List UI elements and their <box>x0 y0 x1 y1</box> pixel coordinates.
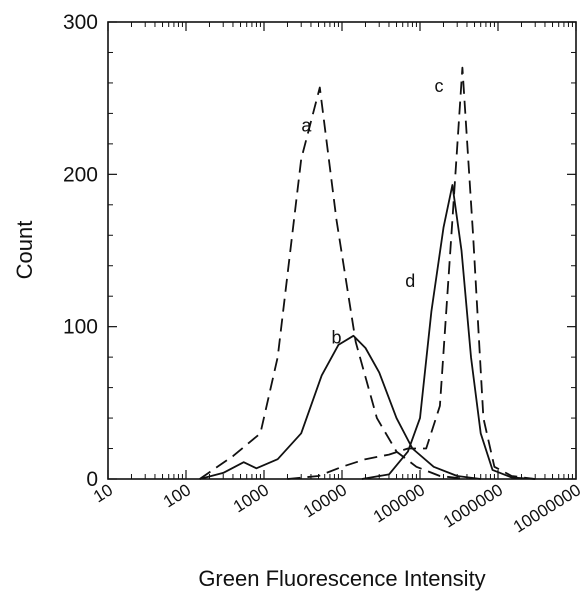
series-label-b: b <box>331 327 341 347</box>
y-tick-label: 0 <box>86 468 98 491</box>
series-label-c: c <box>434 76 443 96</box>
x-tick-label: 1000 <box>230 480 272 516</box>
series-layer <box>199 66 536 480</box>
x-axis-title: Green Fluorescence Intensity <box>198 566 485 591</box>
x-tick-label: 100000 <box>370 480 428 526</box>
x-tick-label: 10000000 <box>510 480 582 536</box>
y-tick-label: 100 <box>63 316 98 339</box>
series-line-d <box>361 184 536 480</box>
x-tick-label: 100 <box>160 480 194 511</box>
series-annotations: a b c d <box>301 76 443 347</box>
series-label-d: d <box>405 271 415 291</box>
axis-ticks <box>107 21 577 480</box>
series-line-b <box>199 334 481 480</box>
x-tick-label: 1000000 <box>440 480 506 531</box>
series-label-a: a <box>301 116 312 136</box>
y-axis-title: Count <box>12 221 37 280</box>
series-line-a <box>199 86 468 480</box>
y-tick-label: 200 <box>63 163 98 186</box>
series-line-c <box>287 66 536 480</box>
y-tick-label: 300 <box>63 11 98 34</box>
x-tick-label: 10000 <box>300 480 350 521</box>
